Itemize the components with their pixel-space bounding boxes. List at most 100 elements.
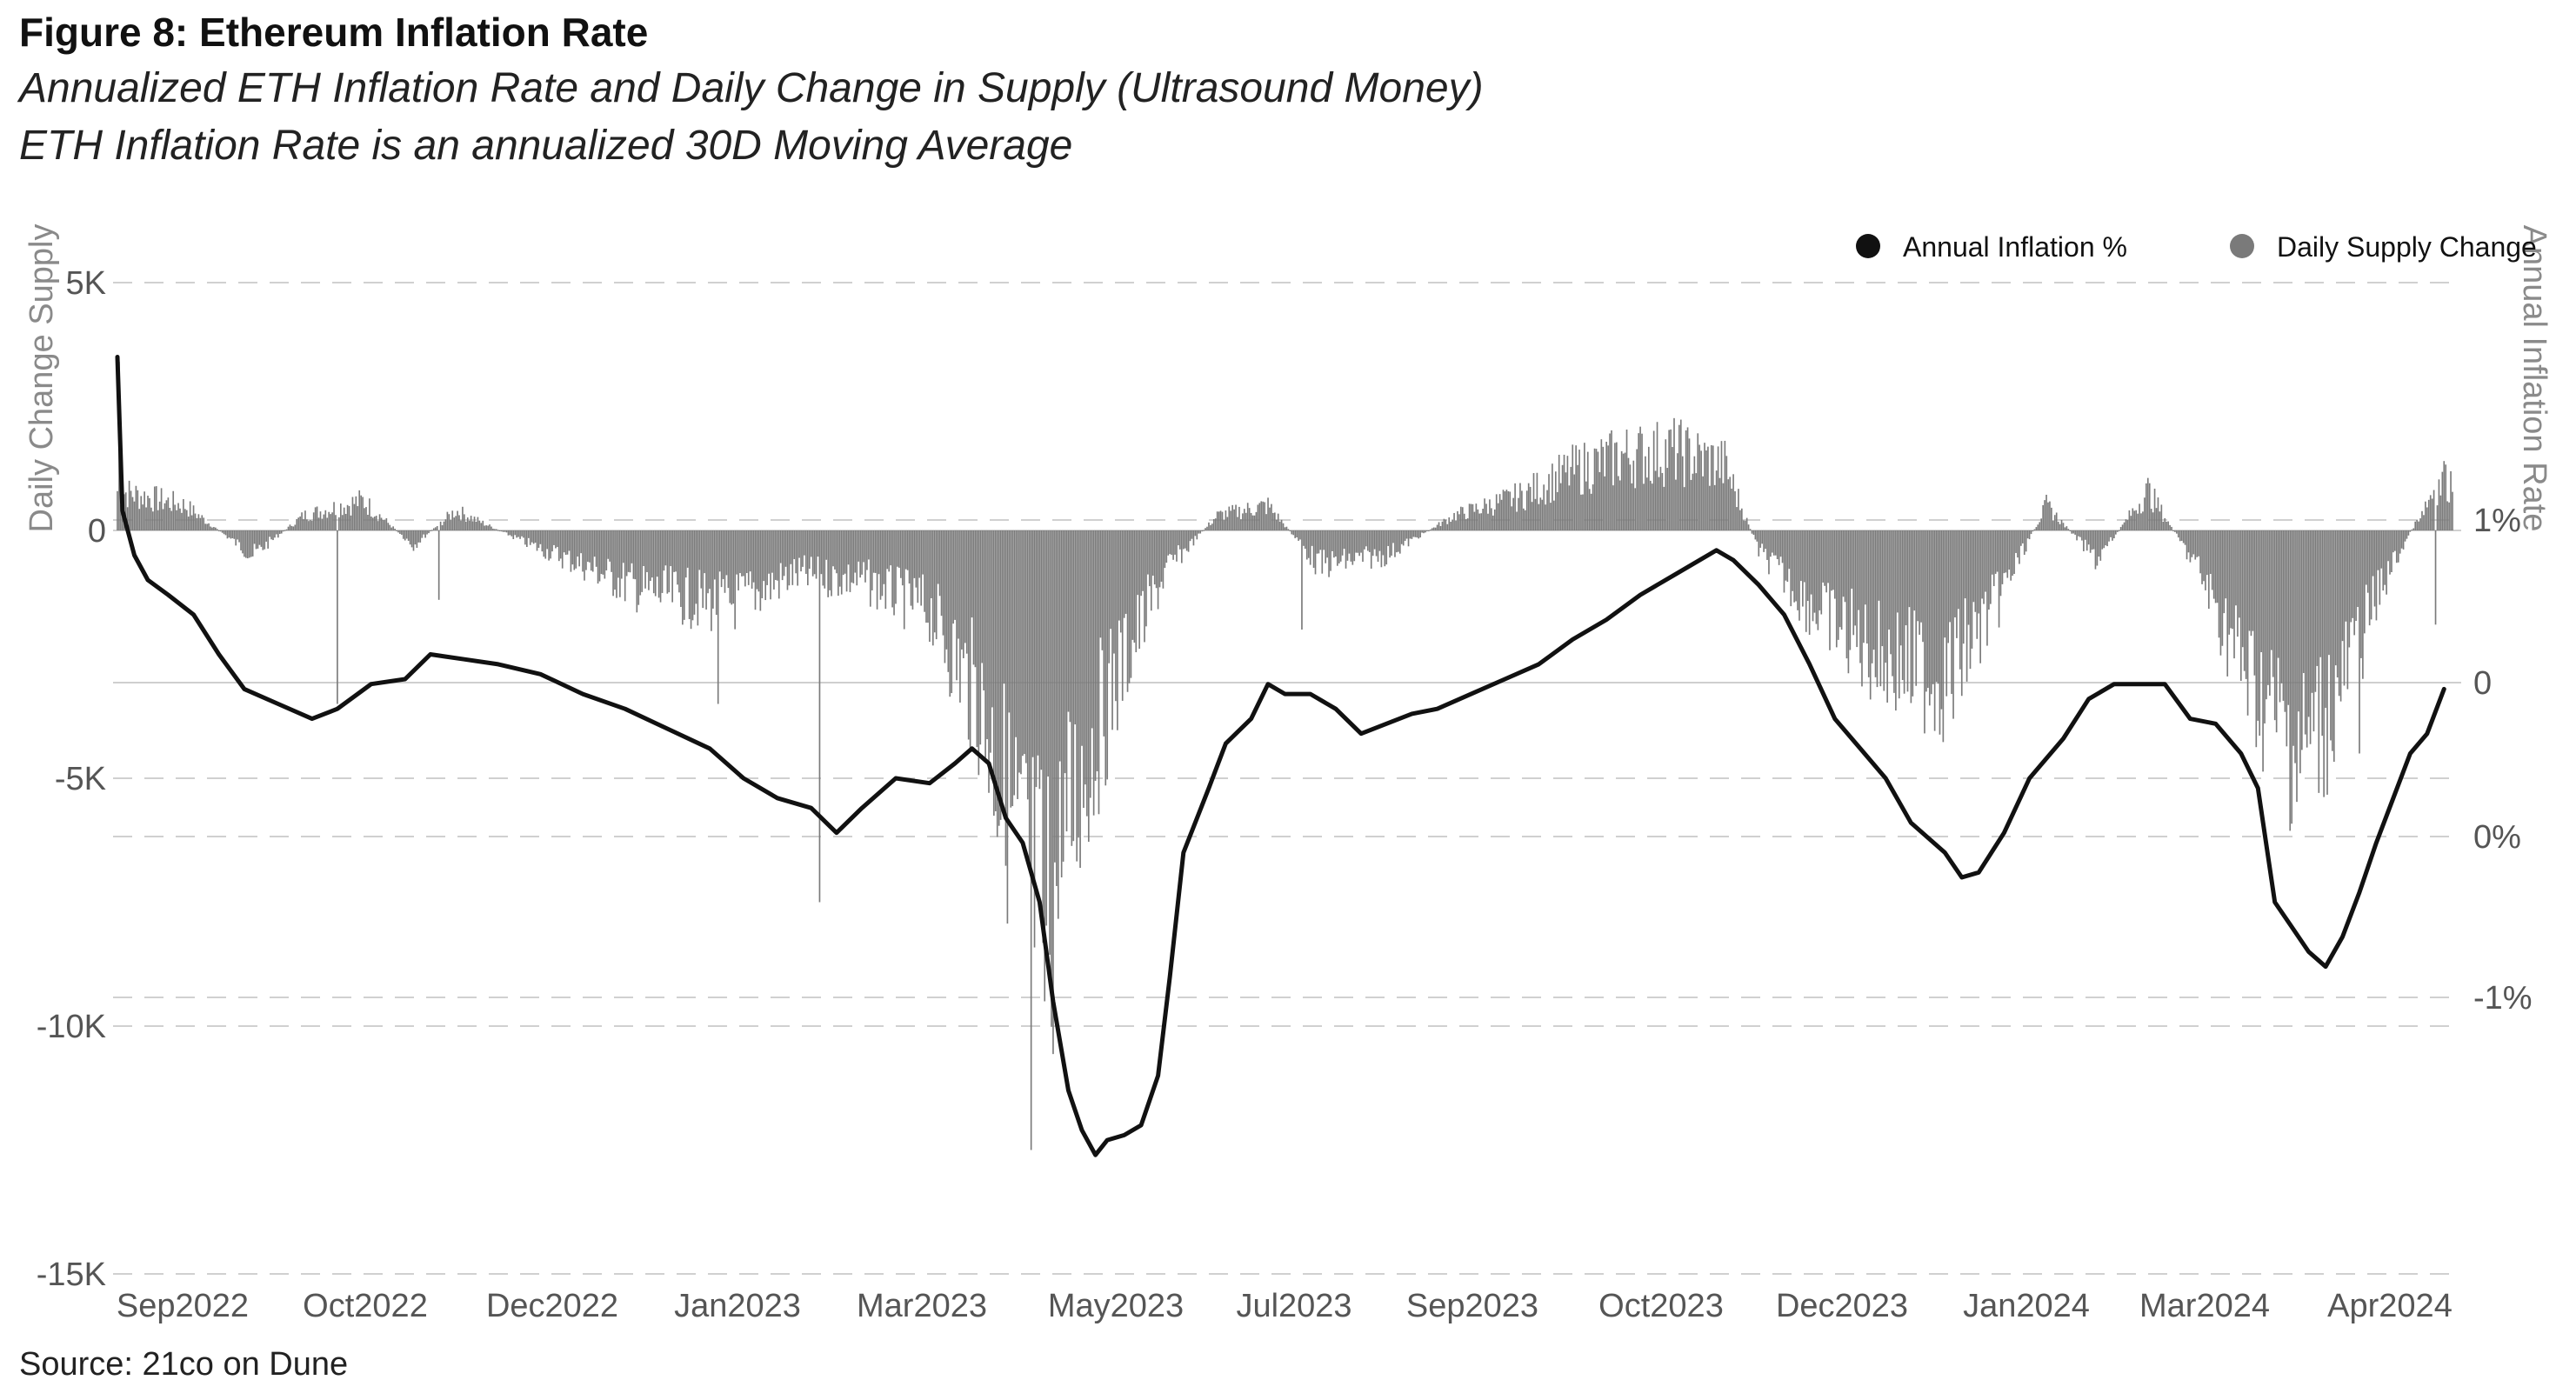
- supply-bar: [2123, 522, 2126, 530]
- supply-bar: [815, 530, 818, 579]
- supply-bar: [1138, 530, 1141, 650]
- supply-bar: [2243, 530, 2246, 671]
- supply-bar: [206, 523, 208, 530]
- supply-bar: [1876, 530, 1879, 688]
- supply-bar: [2282, 530, 2285, 701]
- supply-bar: [627, 530, 630, 572]
- supply-bar: [1991, 530, 1993, 575]
- supply-bar: [2414, 521, 2417, 530]
- supply-bar: [1312, 530, 1315, 568]
- supply-bar: [1988, 530, 1990, 610]
- supply-bar: [1135, 530, 1138, 653]
- supply-bar: [309, 520, 311, 530]
- supply-bar: [691, 530, 694, 621]
- supply-bar: [1802, 530, 1804, 607]
- x-tick-label: Sep2022: [117, 1288, 249, 1324]
- supply-bar: [1497, 503, 1499, 530]
- supply-bar: [516, 530, 518, 538]
- supply-bar: [2330, 530, 2332, 741]
- supply-bar: [931, 530, 932, 599]
- supply-bar: [306, 519, 308, 530]
- supply-bar: [1770, 530, 1772, 557]
- supply-bar: [1103, 530, 1105, 737]
- supply-bar: [1927, 530, 1929, 689]
- supply-bar: [1335, 530, 1337, 557]
- supply-bar: [1421, 530, 1423, 533]
- supply-bar: [1751, 530, 1753, 534]
- supply-bar: [652, 530, 655, 594]
- supply-bar: [1670, 429, 1672, 530]
- supply-bar: [1353, 530, 1356, 562]
- supply-bar: [2135, 510, 2137, 530]
- supply-bar: [317, 517, 320, 530]
- supply-bar: [1199, 530, 1202, 534]
- supply-bar: [330, 514, 331, 530]
- supply-bar: [1287, 529, 1290, 530]
- supply-bar: [1425, 530, 1426, 533]
- supply-bar: [1940, 530, 1943, 710]
- supply-bar: [532, 530, 535, 544]
- supply-bar: [2030, 530, 2032, 535]
- supply-bar: [797, 530, 798, 586]
- supply-bar: [1705, 450, 1707, 530]
- supply-bar: [2294, 530, 2296, 763]
- supply-bar: [1924, 530, 1925, 734]
- supply-bar: [301, 512, 303, 530]
- supply-bar: [2105, 530, 2106, 546]
- supply-bar: [1659, 466, 1662, 530]
- supply-bar: [1404, 530, 1406, 541]
- supply-bar: [1871, 530, 1873, 663]
- supply-bar: [455, 516, 457, 530]
- supply-bar: [2433, 490, 2435, 530]
- supply-bar: [707, 530, 709, 594]
- supply-bar: [1732, 474, 1734, 530]
- supply-bar: [1389, 530, 1391, 558]
- supply-bar: [1144, 530, 1145, 643]
- supply-bar: [607, 530, 610, 559]
- supply-bar: [1121, 530, 1124, 701]
- supply-bar: [856, 530, 858, 586]
- supply-bar: [1423, 530, 1425, 534]
- supply-bar: [1336, 530, 1338, 566]
- supply-bar: [1688, 438, 1691, 530]
- supply-bar: [2316, 530, 2319, 666]
- supply-bar: [2184, 530, 2186, 545]
- supply-bar: [904, 530, 907, 570]
- supply-bar: [2427, 499, 2430, 530]
- supply-bar: [937, 530, 939, 584]
- supply-bar: [303, 519, 304, 530]
- supply-bar: [1788, 530, 1791, 570]
- supply-bar: [1863, 530, 1865, 643]
- supply-bar: [2219, 530, 2222, 656]
- supply-bar: [446, 511, 449, 530]
- supply-bar: [2053, 515, 2056, 530]
- supply-bar: [197, 514, 200, 530]
- supply-bar: [805, 530, 807, 574]
- supply-bar: [2397, 530, 2399, 563]
- supply-bar: [1253, 515, 1256, 530]
- supply-bar: [1658, 477, 1660, 530]
- supply-bar: [394, 529, 396, 530]
- supply-bar: [2441, 471, 2444, 530]
- supply-bar: [678, 530, 680, 593]
- supply-bar: [384, 519, 386, 530]
- supply-bar: [1392, 530, 1394, 543]
- supply-bar: [1452, 519, 1453, 530]
- supply-bar: [891, 530, 893, 608]
- supply-bar: [443, 521, 445, 530]
- supply-bar: [1319, 530, 1322, 550]
- supply-bar: [770, 530, 771, 600]
- supply-bar: [344, 514, 347, 530]
- supply-bar: [1098, 530, 1100, 815]
- supply-bar: [1373, 530, 1376, 550]
- supply-bar: [2346, 530, 2349, 690]
- supply-bar: [1278, 521, 1281, 530]
- supply-bar: [244, 530, 245, 557]
- supply-bar: [1720, 441, 1723, 530]
- supply-bar: [712, 530, 714, 609]
- supply-bar: [1017, 530, 1018, 799]
- supply-bar: [890, 530, 891, 566]
- supply-bar: [978, 530, 980, 776]
- supply-bar: [1529, 486, 1532, 530]
- supply-bar: [720, 530, 723, 588]
